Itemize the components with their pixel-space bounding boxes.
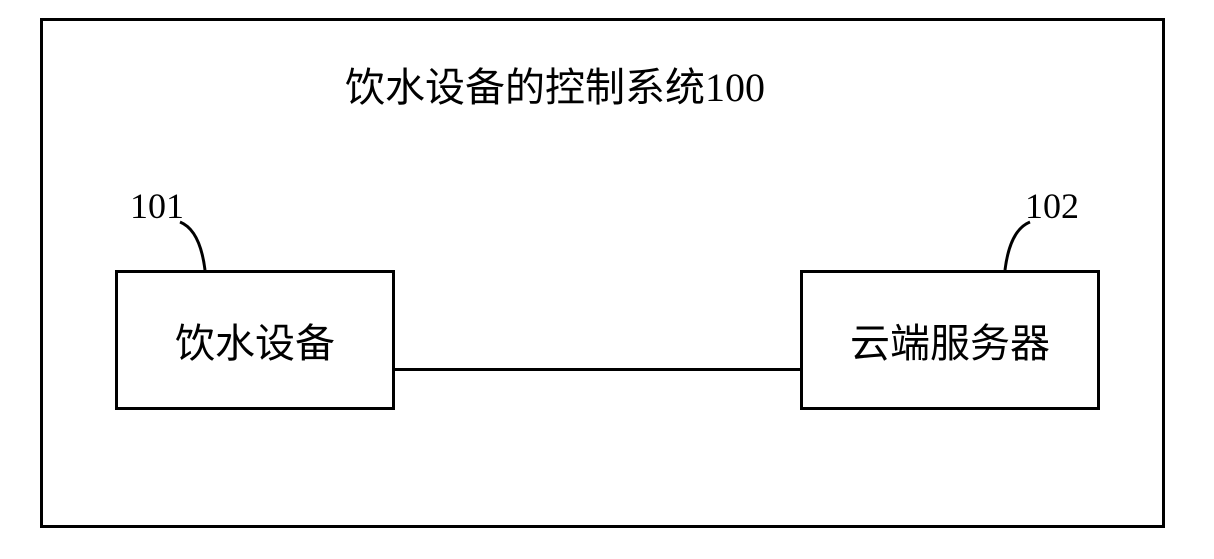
right-leader-line	[0, 0, 1214, 559]
